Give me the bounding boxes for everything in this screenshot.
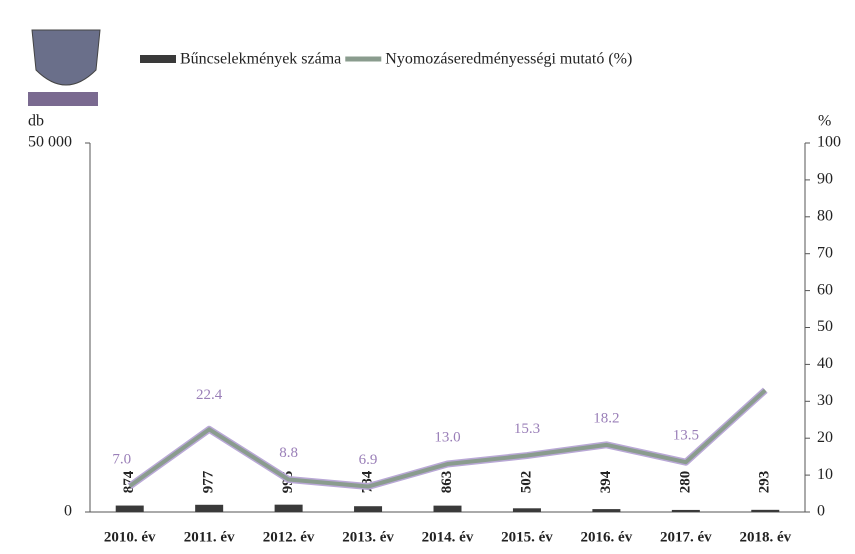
bar	[354, 506, 383, 512]
bar-value-label: 977	[201, 470, 217, 493]
line	[128, 388, 767, 489]
y2-tick-label: 100	[817, 134, 841, 151]
bar-value-label: 863	[439, 471, 455, 494]
x-tick-label: 2014. év	[422, 529, 474, 545]
y2-tick-label: 40	[817, 355, 833, 372]
y-tick-label: 50 000	[28, 134, 72, 151]
bar	[512, 508, 541, 512]
y2-tick-label: 70	[817, 244, 833, 261]
legend-label: Bűncselekmények száma	[180, 51, 341, 68]
y-tick-label: 0	[64, 503, 72, 520]
x-tick-label: 2017. év	[660, 529, 712, 545]
bar	[115, 505, 144, 512]
x-tick-label: 2012. év	[263, 529, 315, 545]
logo	[28, 29, 101, 106]
bar-value-label: 280	[677, 471, 693, 494]
y2-tick-label: 90	[817, 171, 833, 188]
y2-tick-label: 10	[817, 466, 833, 483]
x-tick-label: 2015. év	[501, 529, 553, 545]
line-value-label: 15.3	[514, 421, 540, 437]
line-value-label: 7.0	[112, 452, 131, 468]
bar	[751, 509, 780, 512]
y2-tick-label: 0	[817, 503, 825, 520]
line-value-label: 22.4	[196, 387, 223, 403]
x-tick-label: 2016. év	[581, 529, 633, 545]
line-value-label: 8.8	[279, 445, 298, 461]
bar	[195, 504, 224, 512]
bar	[433, 505, 462, 512]
bar-value-label: 293	[757, 471, 773, 494]
line-value-label: 6.9	[359, 452, 378, 468]
logo-shield	[31, 29, 101, 86]
y2-tick-label: 60	[817, 281, 833, 298]
bar	[592, 509, 621, 512]
bar-value-label: 394	[598, 470, 614, 493]
x-tick-label: 2018. év	[739, 529, 791, 545]
y-axis-label: db	[28, 113, 44, 130]
line-value-label: 13.0	[434, 429, 460, 445]
y2-tick-label: 80	[817, 207, 833, 224]
legend-label: Nyomozáseredményességi mutató (%)	[385, 51, 632, 68]
x-tick-label: 2013. év	[342, 529, 394, 545]
y2-tick-label: 20	[817, 429, 833, 446]
y2-tick-label: 30	[817, 392, 833, 409]
x-tick-label: 2011. év	[184, 529, 235, 545]
y2-tick-label: 50	[817, 318, 833, 335]
line-value-label: 13.5	[673, 428, 699, 444]
logo-ribbon	[28, 92, 98, 106]
legend-swatch	[140, 55, 176, 63]
bar-value-label: 502	[518, 471, 534, 494]
line-value-label: 18.2	[593, 410, 619, 426]
x-tick-label: 2010. év	[104, 529, 156, 545]
bar	[274, 504, 303, 512]
bar	[671, 509, 700, 512]
y2-axis-label: %	[818, 113, 831, 130]
